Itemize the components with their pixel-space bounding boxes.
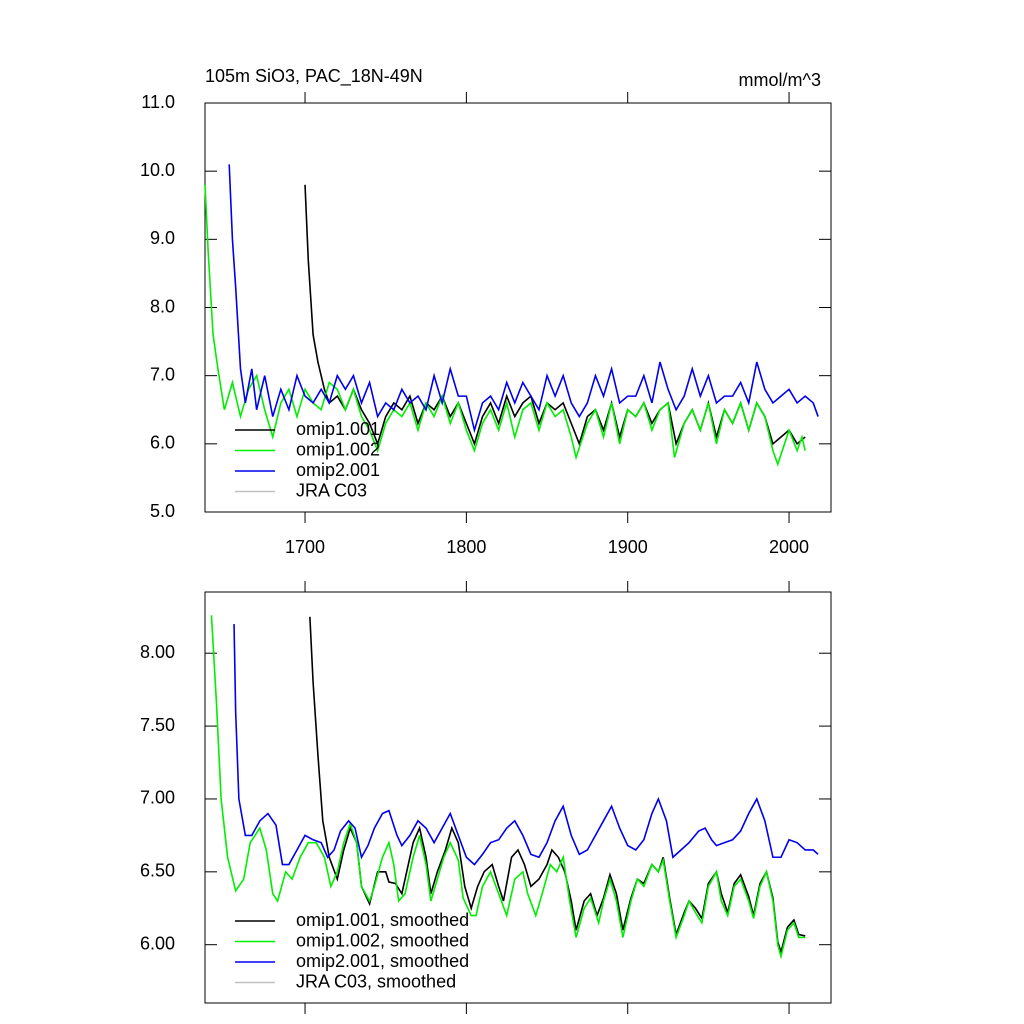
y-tick-label: 6.0: [150, 433, 175, 453]
legend-label: omip2.001, smoothed: [296, 951, 469, 971]
x-tick-label: 1700: [285, 537, 325, 557]
data-line: [228, 164, 819, 434]
data-line: [233, 624, 819, 866]
y-tick-label: 5.0: [150, 501, 175, 521]
legend-label: JRA C03: [296, 480, 367, 500]
legend-label: omip2.001: [296, 460, 380, 480]
x-tick-label: 1900: [608, 537, 648, 557]
y-tick-label: 8.0: [150, 296, 175, 316]
y-tick-label: 6.00: [140, 933, 175, 953]
chart-title: 105m SiO3, PAC_18N-49N: [205, 66, 423, 87]
legend-label: omip1.002, smoothed: [296, 930, 469, 950]
units-label: mmol/m^3: [739, 70, 821, 90]
data-line: [204, 184, 806, 467]
y-tick-label: 6.50: [140, 861, 175, 881]
data-line: [210, 615, 806, 960]
legend-label: omip1.001, smoothed: [296, 910, 469, 930]
y-tick-label: 11.0: [141, 92, 175, 112]
y-tick-label: 7.00: [140, 788, 175, 808]
x-tick-label: 2000: [769, 537, 809, 557]
y-tick-label: 8.00: [140, 642, 175, 662]
legend-label: JRA C03, smoothed: [296, 971, 456, 991]
y-tick-label: 10.0: [140, 160, 175, 180]
y-tick-label: 7.0: [150, 364, 175, 384]
x-tick-label: 1800: [446, 537, 486, 557]
y-tick-label: 9.0: [150, 228, 175, 248]
legend-label: omip1.002: [296, 439, 380, 459]
plot-frame: [204, 591, 832, 1004]
legend-label: omip1.001: [296, 419, 380, 439]
y-tick-label: 7.50: [140, 715, 175, 735]
